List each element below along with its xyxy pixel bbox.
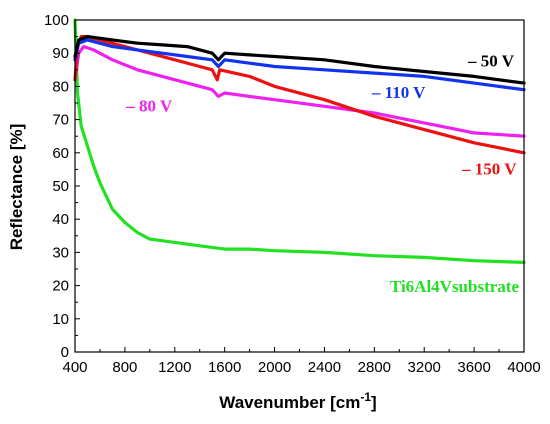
- series-label-1: – 110 V: [371, 83, 426, 102]
- y-tick-label: 50: [52, 178, 69, 195]
- x-tick-label: 2800: [358, 359, 391, 376]
- x-axis-title-superscript: -1: [360, 390, 371, 404]
- y-tick-label: 100: [44, 12, 69, 29]
- x-tick-label: 3200: [408, 359, 441, 376]
- series-line-0: [73, 18, 526, 264]
- y-axis-title: Reflectance [%]: [7, 124, 26, 251]
- y-tick-label: 0: [61, 344, 69, 361]
- series-labels: – 50 V – 110 V – 80 V – 150 V Ti6Al4Vsubstra…: [125, 51, 519, 296]
- axes: 400 800 1200 1600 2000 2400 2800 3200 3600 4000 0 1…: [44, 12, 541, 376]
- x-tick-label: 1200: [158, 359, 191, 376]
- x-axis-title-main: Wavenumber [cm: [219, 393, 360, 412]
- y-tick-label: 30: [52, 244, 69, 261]
- series-line-1: [73, 45, 526, 138]
- x-tick-label: 1600: [208, 359, 241, 376]
- x-tick-label: 2000: [258, 359, 291, 376]
- x-tick-label: 3600: [457, 359, 490, 376]
- series-label-4: Ti6Al4Vsubstrate: [390, 277, 520, 296]
- x-tick-label: 400: [62, 359, 87, 376]
- series-label-3: – 150 V: [461, 159, 517, 178]
- y-tick-label: 20: [52, 278, 69, 295]
- x-axis-title-end: ]: [371, 393, 377, 412]
- series-line-4: [73, 35, 526, 85]
- x-tick-label: 4000: [507, 359, 540, 376]
- x-tick-label: 800: [112, 359, 137, 376]
- series-label-2: – 80 V: [125, 96, 173, 115]
- y-tick-label: 70: [52, 112, 69, 129]
- x-tick-label: 2400: [308, 359, 341, 376]
- y-tick-label: 80: [52, 78, 69, 95]
- y-tick-label: 60: [52, 145, 69, 162]
- series-lines: [73, 18, 526, 264]
- series-label-0: – 50 V: [467, 51, 515, 70]
- x-axis-title: Wavenumber [cm-1]: [219, 390, 376, 412]
- y-tick-label: 90: [52, 45, 69, 62]
- y-tick-label: 10: [52, 311, 69, 328]
- y-tick-label: 40: [52, 211, 69, 228]
- series-line-3: [73, 38, 526, 92]
